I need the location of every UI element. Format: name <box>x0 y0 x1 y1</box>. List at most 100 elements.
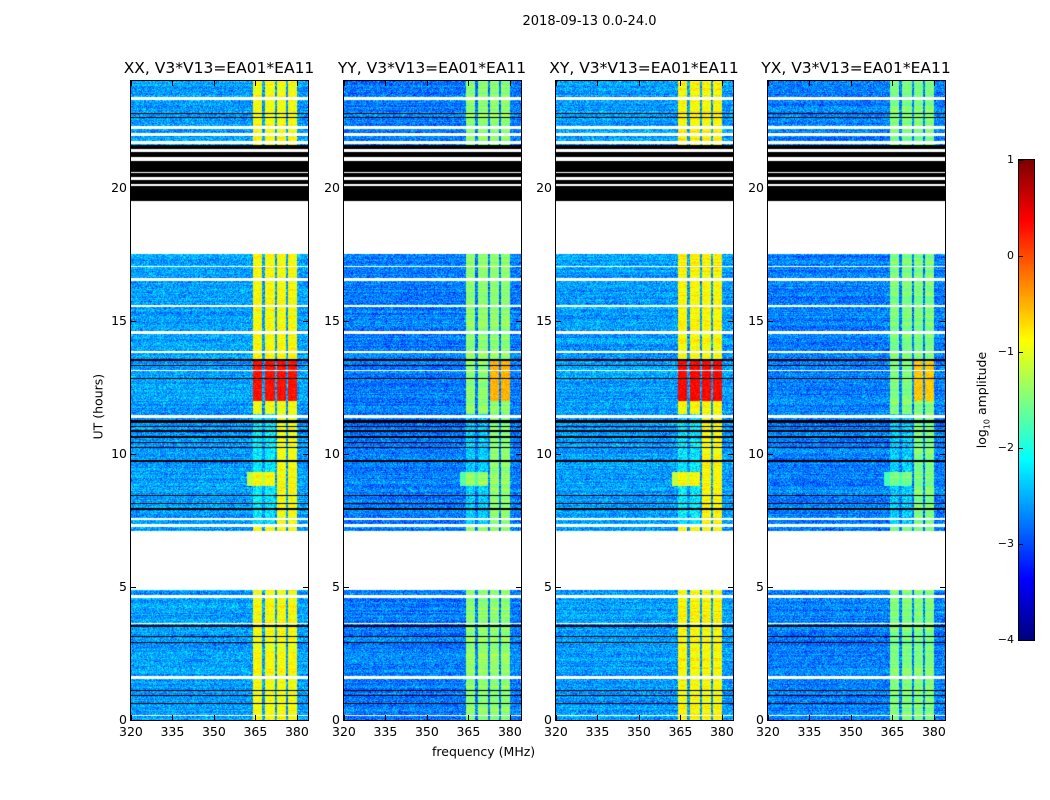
x-tick-label: 320 <box>119 724 143 739</box>
y-tick <box>344 720 349 721</box>
x-tick <box>344 81 345 86</box>
y-tick-label: 15 <box>748 312 764 328</box>
colorbar-label: log10 amplitude <box>973 351 992 449</box>
x-tick <box>638 81 640 86</box>
x-tick <box>426 715 428 720</box>
spectrogram-heatmap <box>131 81 308 720</box>
y-tick-label: 20 <box>536 179 552 195</box>
colorbar-tick-label: −4 <box>997 633 1014 646</box>
y-tick <box>556 187 561 189</box>
x-tick <box>131 715 132 720</box>
x-tick <box>131 81 132 86</box>
y-tick-label: 5 <box>332 578 340 594</box>
y-tick <box>728 187 733 189</box>
x-tick-label: 380 <box>921 724 946 739</box>
x-tick <box>213 81 215 86</box>
panel-title: YY, V3*V13=EA01*EA11 <box>337 59 527 77</box>
x-tick <box>721 81 723 86</box>
y-tick <box>940 586 945 588</box>
x-tick-label: 335 <box>160 724 185 739</box>
spectrogram-panel <box>130 80 309 721</box>
x-tick-label: 365 <box>880 724 905 739</box>
y-tick <box>131 320 136 322</box>
x-tick <box>892 81 894 86</box>
panel-title: XX, V3*V13=EA01*EA11 <box>123 59 315 77</box>
x-tick-label: 335 <box>373 724 398 739</box>
x-tick <box>933 715 935 720</box>
y-tick-label: 5 <box>544 578 552 594</box>
y-tick <box>131 586 136 588</box>
spectrogram-panel <box>555 80 734 721</box>
y-axis-label: UT (hours) <box>90 373 106 440</box>
x-tick <box>255 715 257 720</box>
x-tick-label: 350 <box>201 724 226 739</box>
colorbar <box>1018 159 1035 641</box>
x-tick <box>809 715 811 720</box>
y-tick-label: 15 <box>536 312 552 328</box>
x-tick <box>468 715 470 720</box>
y-tick <box>556 320 561 322</box>
x-tick-label: 365 <box>668 724 693 739</box>
x-tick <box>172 715 174 720</box>
y-tick-label: 5 <box>756 578 764 594</box>
y-tick-label: 0 <box>332 712 340 727</box>
x-tick <box>850 715 852 720</box>
y-tick <box>728 320 733 322</box>
y-tick-label: 10 <box>536 445 552 461</box>
x-tick <box>426 81 428 86</box>
y-tick <box>131 453 136 455</box>
x-tick <box>509 715 511 720</box>
spectrogram-heatmap <box>768 81 945 720</box>
x-tick <box>638 715 640 720</box>
panel-title: YX, V3*V13=EA01*EA11 <box>761 59 951 77</box>
x-tick <box>721 715 723 720</box>
y-tick <box>556 720 561 721</box>
x-tick-label: 350 <box>838 724 863 739</box>
y-tick <box>768 320 773 322</box>
y-tick <box>768 720 773 721</box>
y-tick-label: 0 <box>544 712 552 727</box>
x-axis-label: frequency (MHz) <box>432 744 536 759</box>
x-tick <box>933 81 935 86</box>
y-tick <box>516 453 521 455</box>
y-tick <box>303 453 308 455</box>
x-tick-label: 320 <box>544 724 568 739</box>
x-tick <box>597 81 599 86</box>
y-tick-label: 5 <box>119 578 127 594</box>
x-tick-label: 350 <box>626 724 651 739</box>
x-tick-label: 335 <box>797 724 822 739</box>
x-tick <box>344 715 345 720</box>
x-tick <box>556 715 557 720</box>
x-tick <box>892 715 894 720</box>
y-tick <box>940 453 945 455</box>
y-tick-label: 0 <box>119 712 127 727</box>
y-tick <box>768 453 773 455</box>
y-tick-label: 15 <box>111 312 127 328</box>
y-tick-label: 20 <box>111 179 127 195</box>
x-tick-label: 335 <box>585 724 610 739</box>
colorbar-tick <box>1019 448 1023 449</box>
y-tick-label: 10 <box>324 445 340 461</box>
x-tick-label: 380 <box>709 724 734 739</box>
y-tick <box>768 586 773 588</box>
figure-title: 2018-09-13 0.0-24.0 <box>522 14 657 29</box>
y-tick-label: 10 <box>748 445 764 461</box>
colorbar-tick-label: −3 <box>997 537 1014 550</box>
y-tick-label: 20 <box>324 179 340 195</box>
y-tick <box>131 187 136 189</box>
x-tick-label: 350 <box>414 724 439 739</box>
y-tick-label: 15 <box>324 312 340 328</box>
x-tick <box>768 715 769 720</box>
y-tick <box>728 453 733 455</box>
x-tick <box>680 81 682 86</box>
x-tick-label: 380 <box>284 724 309 739</box>
y-tick <box>940 720 945 721</box>
y-tick <box>940 187 945 189</box>
y-tick <box>303 187 308 189</box>
y-tick <box>516 320 521 322</box>
colorbar-tick-label: 0 <box>1007 249 1014 262</box>
y-tick-label: 20 <box>748 179 764 195</box>
x-tick <box>172 81 174 86</box>
colorbar-tick-label: −1 <box>997 345 1014 358</box>
